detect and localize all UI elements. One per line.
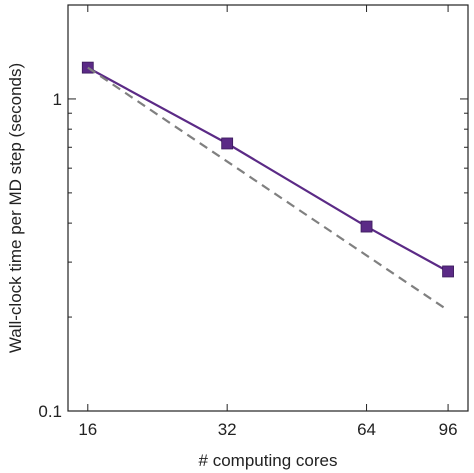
data-point-marker [221, 137, 234, 150]
ideal-scaling-line [87, 66, 449, 312]
y-axis-title: Wall-clock time per MD step (seconds) [6, 63, 25, 353]
x-axis-title: # computing cores [199, 451, 338, 470]
x-tick-label: 64 [357, 420, 376, 439]
x-tick-label: 96 [439, 420, 458, 439]
series-layer [81, 61, 454, 312]
x-tick-label: 16 [78, 420, 97, 439]
tick-labels: 16 32 64 96 0.1 1 [38, 90, 457, 439]
x-tick-label: 32 [218, 420, 237, 439]
data-point-marker [442, 265, 454, 278]
y-tick-label: 1 [53, 90, 62, 109]
axis-ticks [68, 5, 468, 412]
plot-frame [67, 4, 469, 412]
measured-line [87, 66, 449, 273]
y-tick-label: 0.1 [38, 402, 62, 421]
data-point-marker [360, 220, 373, 233]
